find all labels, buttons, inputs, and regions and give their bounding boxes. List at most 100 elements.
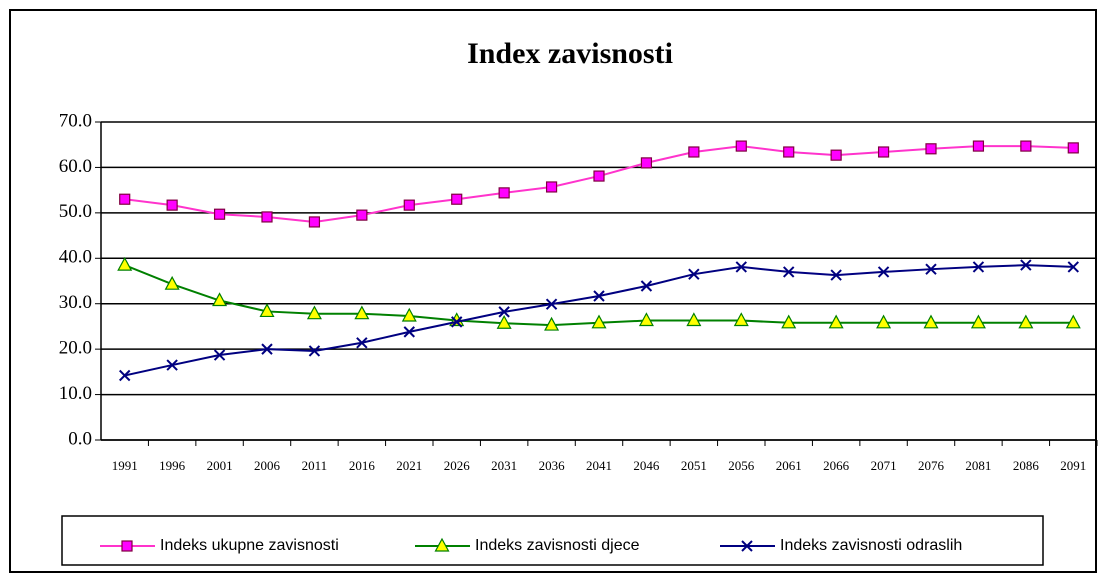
data-point [166, 359, 178, 371]
data-point [403, 326, 415, 338]
data-point [735, 261, 747, 273]
data-point [925, 143, 937, 155]
y-tick-label: 60.0 [59, 156, 92, 177]
data-point [970, 314, 986, 329]
x-tick-label: 2086 [1013, 458, 1040, 473]
data-point [213, 349, 226, 361]
data-point [783, 146, 795, 158]
data-point [451, 316, 463, 328]
x-tick-label: 2041 [586, 458, 612, 473]
data-point [828, 314, 844, 329]
x-tick-label: 2071 [871, 458, 897, 473]
data-point [593, 290, 605, 302]
data-point [498, 187, 510, 199]
data-point [308, 216, 321, 228]
x-tick-label: 2076 [918, 458, 945, 473]
y-tick-label: 50.0 [59, 201, 92, 222]
data-point [877, 146, 890, 158]
data-point [972, 261, 985, 273]
chart-frame [9, 9, 1097, 573]
data-point [1018, 314, 1034, 329]
legend-label: Indeks zavisnosti djece [475, 537, 640, 554]
data-point [213, 208, 226, 220]
data-point [119, 193, 131, 205]
data-point [356, 209, 368, 221]
data-point [593, 170, 605, 182]
x-tick-label: 2031 [491, 458, 517, 473]
data-point [354, 305, 370, 320]
data-point [783, 266, 795, 278]
data-point [306, 305, 322, 320]
data-point [164, 275, 180, 290]
y-tick-label: 30.0 [59, 292, 92, 313]
data-point [261, 343, 273, 355]
data-point [972, 140, 985, 152]
chart-title: Index zavisnosti [467, 37, 673, 70]
data-point [261, 211, 273, 223]
data-point [1020, 259, 1032, 271]
data-point [876, 314, 892, 329]
data-point [638, 312, 654, 327]
data-point [498, 306, 510, 318]
legend-marker [434, 537, 450, 552]
data-point [401, 307, 417, 322]
x-tick-label: 2021 [396, 458, 422, 473]
y-tick-label: 20.0 [59, 338, 92, 359]
data-point [591, 314, 607, 329]
x-tick-label: 1996 [159, 458, 186, 473]
legend-label: Indeks zavisnosti odraslih [780, 537, 962, 554]
y-tick-label: 40.0 [59, 247, 92, 268]
data-point [308, 345, 321, 357]
data-point [166, 199, 178, 211]
data-point [356, 337, 368, 349]
x-tick-label: 2026 [444, 458, 471, 473]
data-point [544, 316, 560, 331]
data-point [545, 298, 558, 310]
data-point [781, 314, 797, 329]
x-tick-label: 2006 [254, 458, 281, 473]
x-tick-label: 2051 [681, 458, 707, 473]
data-point [119, 369, 131, 382]
legend-label: Indeks ukupne zavisnosti [160, 537, 339, 554]
x-tick-label: 2081 [965, 458, 991, 473]
data-point [117, 256, 133, 271]
data-point [688, 268, 700, 280]
data-point [640, 280, 653, 292]
data-point [1065, 314, 1081, 329]
data-point [403, 199, 415, 211]
x-tick-label: 2001 [207, 458, 233, 473]
data-point [688, 146, 700, 158]
data-point [923, 314, 939, 329]
data-point [686, 312, 702, 327]
x-tick-label: 2056 [728, 458, 755, 473]
data-point [545, 181, 558, 193]
data-point [1067, 142, 1079, 154]
legend-marker [741, 540, 753, 552]
x-tick-label: 2011 [302, 458, 328, 473]
data-point [1067, 261, 1079, 273]
x-tick-label: 2091 [1060, 458, 1086, 473]
y-tick-label: 70.0 [59, 110, 92, 131]
data-point [451, 193, 463, 205]
x-tick-label: 1991 [112, 458, 138, 473]
data-point [735, 140, 747, 152]
y-tick-label: 10.0 [59, 383, 92, 404]
x-tick-label: 2016 [349, 458, 376, 473]
y-tick-label: 0.0 [68, 428, 92, 449]
data-point [640, 157, 653, 169]
x-tick-label: 2061 [776, 458, 802, 473]
data-point [830, 149, 842, 161]
x-tick-label: 2036 [539, 458, 566, 473]
data-point [496, 314, 512, 329]
data-point [925, 263, 937, 275]
data-point [733, 312, 749, 327]
data-point [1020, 140, 1032, 152]
legend-marker [121, 540, 133, 552]
x-tick-label: 2046 [633, 458, 660, 473]
data-point [212, 292, 228, 307]
x-tick-label: 2066 [823, 458, 850, 473]
legend-box [61, 515, 1044, 566]
data-point [259, 303, 275, 318]
data-point [877, 266, 890, 278]
